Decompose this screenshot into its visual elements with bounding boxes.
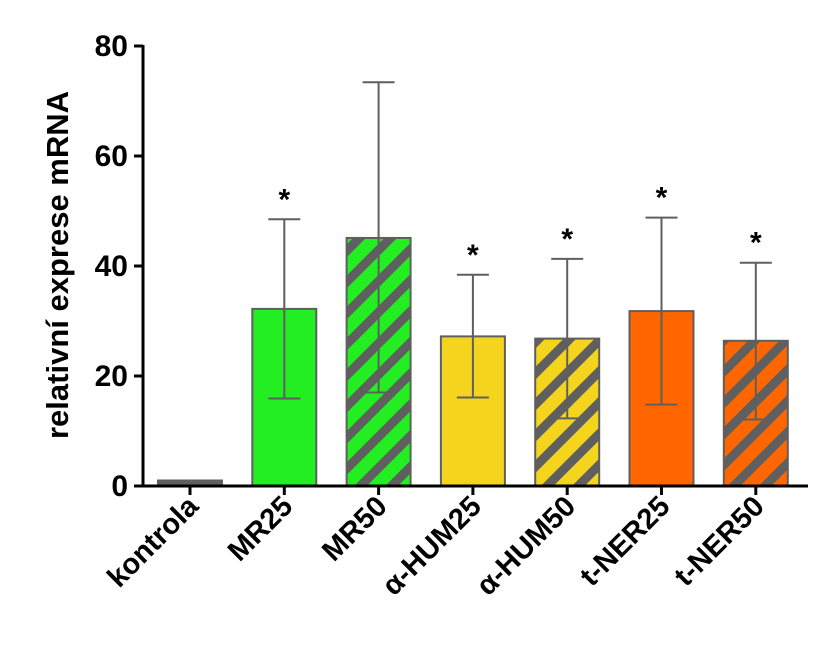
error-bar-α-HUM25 bbox=[456, 273, 489, 399]
significance-markers: * * * * * bbox=[278, 182, 762, 272]
x-tick-label-α-HUM25: α-HUM25 bbox=[376, 490, 488, 602]
y-tick-label-80: 80 bbox=[95, 30, 128, 63]
y-tick-label-0: 0 bbox=[111, 470, 128, 503]
significance-star-t-NER50: * bbox=[750, 227, 762, 260]
error-bar-t-NER25 bbox=[645, 216, 678, 406]
x-tick-label-t-NER50: t-NER50 bbox=[668, 490, 770, 592]
error-bar-t-NER50 bbox=[739, 261, 772, 421]
significance-star-α-HUM50: * bbox=[561, 223, 573, 256]
x-tick-label-kontrola: kontrola bbox=[101, 490, 205, 594]
x-tick-label-α-HUM50: α-HUM50 bbox=[471, 490, 583, 602]
axes: kontrola MR25 MR50α-HUM25α-HUM50t-NER25t-N… bbox=[95, 30, 808, 602]
significance-star-t-NER25: * bbox=[656, 182, 668, 215]
error-bar-α-HUM50 bbox=[551, 257, 584, 420]
x-tick-label-MR50: MR50 bbox=[316, 490, 393, 567]
error-bar-MR50 bbox=[362, 81, 395, 394]
error-bars bbox=[268, 81, 772, 421]
x-tick-label-MR25: MR25 bbox=[222, 490, 299, 567]
error-bar-MR25 bbox=[268, 218, 301, 400]
significance-star-α-HUM25: * bbox=[467, 239, 479, 272]
y-tick-label-40: 40 bbox=[95, 250, 128, 283]
y-tick-label-60: 60 bbox=[95, 140, 128, 173]
y-axis-label: relativní exprese mRNA bbox=[40, 91, 75, 439]
y-tick-label-20: 20 bbox=[95, 360, 128, 393]
x-tick-label-t-NER25: t-NER25 bbox=[574, 490, 676, 592]
significance-star-MR25: * bbox=[278, 183, 290, 216]
